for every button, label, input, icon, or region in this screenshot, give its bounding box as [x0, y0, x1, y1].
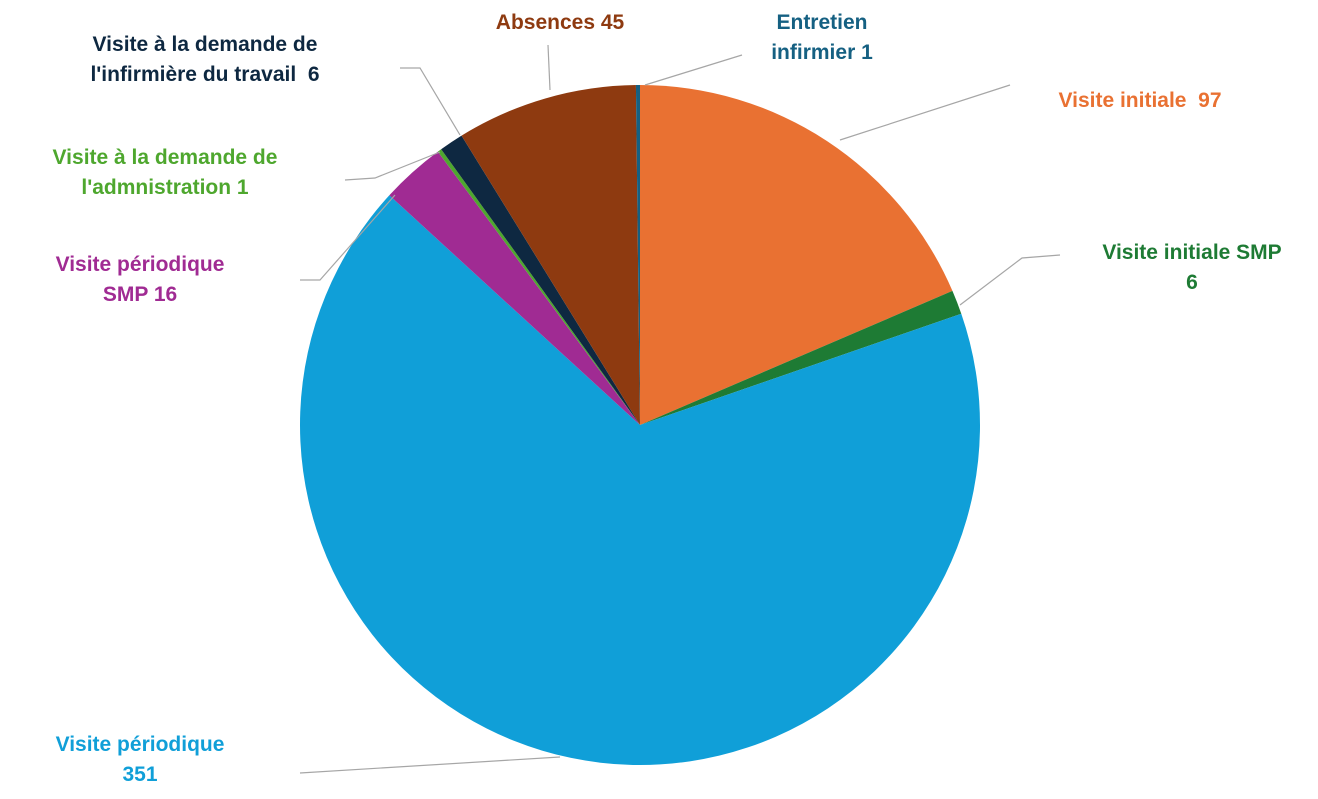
leader-line	[839, 84, 1011, 141]
leader-line	[400, 67, 461, 136]
leader-line	[299, 756, 561, 774]
leader-line	[547, 44, 551, 91]
pie-slice	[441, 135, 640, 425]
data-label: Visite à la demande de l'infirmière du t…	[90, 33, 320, 86]
data-label: Visite à la demande de l'admnistration 1	[52, 146, 278, 199]
leader-line	[644, 54, 743, 86]
data-label: Visite périodique SMP 16	[55, 253, 225, 306]
pie-slice	[461, 85, 640, 425]
leader-line	[300, 194, 396, 281]
pie-slice	[437, 149, 640, 425]
data-label: Visite périodique 351	[55, 733, 225, 786]
pie-slice	[389, 151, 640, 425]
pie-slice	[635, 85, 640, 425]
leader-line	[959, 254, 1061, 306]
data-label: Visite initiale SMP 6	[1102, 241, 1282, 294]
pie-slice	[300, 195, 980, 765]
data-label: Visite initiale 97	[1058, 89, 1222, 112]
slices	[300, 85, 980, 765]
data-label: Entretien infirmier 1	[771, 11, 873, 64]
pie-slice	[640, 85, 953, 425]
leader-line	[344, 151, 441, 181]
data-label: Absences 45	[495, 11, 625, 34]
pie-slice	[640, 290, 962, 425]
